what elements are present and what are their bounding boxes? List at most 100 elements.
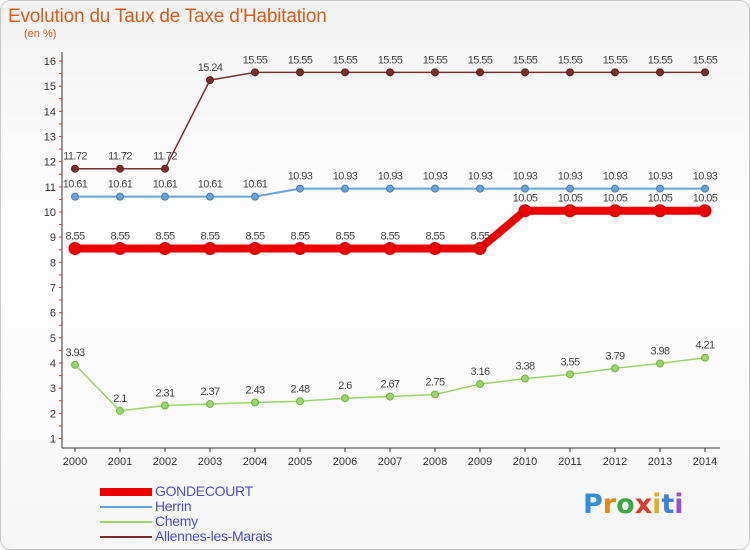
data-point-allennes-les-marais: [206, 76, 214, 85]
data-label-gondecourt: 8.55: [155, 230, 174, 242]
logo-letter: i: [652, 489, 662, 520]
data-label-gondecourt: 8.55: [245, 230, 264, 242]
y-tick-label: 7: [50, 283, 56, 295]
data-point-allennes-les-marais: [611, 68, 619, 77]
data-label-allennes-les-marais: 15.55: [513, 54, 538, 66]
data-point-gondecourt: [248, 241, 262, 255]
data-point-allennes-les-marais: [161, 164, 169, 173]
x-tick-label: 2002: [153, 456, 177, 468]
y-tick-label: 15: [44, 81, 56, 93]
data-label-herrin: 10.61: [198, 179, 223, 191]
data-point-allennes-les-marais: [116, 164, 124, 173]
y-tick-label: 5: [50, 333, 56, 345]
logo-letter: r: [602, 489, 617, 520]
data-label-chemy: 3.38: [515, 361, 534, 373]
data-label-gondecourt: 10.05: [693, 193, 718, 205]
data-label-chemy: 2.75: [425, 376, 444, 388]
x-tick-label: 2013: [648, 456, 672, 468]
data-point-chemy: [161, 401, 169, 410]
data-label-herrin: 10.93: [558, 171, 583, 183]
data-point-herrin: [386, 184, 394, 193]
data-point-chemy: [476, 380, 484, 389]
data-label-allennes-les-marais: 15.24: [198, 62, 223, 74]
logo-letter: P: [583, 489, 603, 520]
logo-letter: o: [616, 489, 635, 520]
data-label-herrin: 10.93: [378, 171, 403, 183]
data-point-herrin: [701, 184, 709, 193]
data-label-herrin: 10.93: [288, 171, 313, 183]
y-tick-label: 9: [50, 232, 56, 244]
data-point-gondecourt: [563, 204, 577, 218]
x-tick-label: 2008: [423, 456, 447, 468]
data-point-allennes-les-marais: [656, 68, 664, 77]
data-label-allennes-les-marais: 15.55: [333, 54, 358, 66]
data-point-gondecourt: [203, 241, 217, 255]
data-label-gondecourt: 8.55: [200, 230, 219, 242]
data-label-herrin: 10.61: [153, 179, 178, 191]
data-point-gondecourt: [158, 241, 172, 255]
legend-label-herrin: Herrin: [155, 498, 192, 514]
data-point-gondecourt: [518, 204, 532, 218]
x-tick-label: 2010: [513, 456, 537, 468]
data-point-herrin: [161, 192, 169, 201]
data-point-allennes-les-marais: [431, 68, 439, 77]
data-label-allennes-les-marais: 15.55: [468, 54, 493, 66]
data-point-allennes-les-marais: [386, 68, 394, 77]
chart-title: Evolution du Taux de Taxe d'Habitation: [8, 6, 327, 27]
data-label-gondecourt: 10.05: [513, 193, 538, 205]
data-label-allennes-les-marais: 15.55: [243, 54, 268, 66]
y-tick-label: 8: [50, 257, 56, 269]
data-point-allennes-les-marais: [701, 68, 709, 77]
data-point-chemy: [701, 353, 709, 362]
data-point-chemy: [296, 397, 304, 406]
data-label-chemy: 2.37: [200, 386, 219, 398]
data-point-herrin: [566, 184, 574, 193]
data-point-chemy: [656, 359, 664, 368]
data-label-herrin: 10.93: [648, 171, 673, 183]
data-point-chemy: [206, 400, 214, 409]
data-label-gondecourt: 10.05: [648, 193, 673, 205]
data-label-allennes-les-marais: 15.55: [423, 54, 448, 66]
data-point-herrin: [251, 192, 259, 201]
data-label-allennes-les-marais: 15.55: [558, 54, 583, 66]
data-point-herrin: [476, 184, 484, 193]
data-point-gondecourt: [113, 241, 127, 255]
data-point-herrin: [431, 184, 439, 193]
y-tick-label: 12: [44, 157, 56, 169]
data-label-herrin: 10.93: [333, 171, 358, 183]
data-label-herrin: 10.93: [513, 171, 538, 183]
data-point-allennes-les-marais: [566, 68, 574, 77]
data-point-gondecourt: [293, 241, 307, 255]
logo-letter: i: [674, 489, 684, 520]
data-point-chemy: [386, 392, 394, 401]
data-label-chemy: 3.98: [650, 346, 669, 358]
data-point-gondecourt: [68, 241, 82, 255]
y-tick-label: 4: [50, 358, 56, 370]
data-label-herrin: 10.61: [108, 179, 133, 191]
x-tick-label: 2000: [63, 456, 87, 468]
x-tick-label: 2012: [603, 456, 627, 468]
data-point-herrin: [206, 192, 214, 201]
data-point-chemy: [566, 370, 574, 379]
data-point-chemy: [341, 394, 349, 403]
data-point-chemy: [431, 390, 439, 399]
data-point-chemy: [521, 374, 529, 383]
x-tick-label: 2001: [108, 456, 132, 468]
data-label-allennes-les-marais: 11.72: [153, 151, 177, 163]
data-point-allennes-les-marais: [521, 68, 529, 77]
data-point-chemy: [611, 364, 619, 373]
y-tick-label: 10: [44, 207, 56, 219]
data-label-herrin: 10.93: [423, 171, 448, 183]
legend-label-gondecourt: GONDECOURT: [155, 483, 253, 499]
x-tick-label: 2006: [333, 456, 357, 468]
chart-legend: GONDECOURT Herrin Chemy Allennes-les-Marais: [100, 484, 420, 544]
y-tick-label: 2: [50, 408, 56, 420]
data-label-chemy: 2.1: [113, 393, 127, 405]
legend-label-allennes-les-marais: Allennes-les-Marais: [155, 528, 273, 544]
data-point-herrin: [71, 192, 79, 201]
data-label-chemy: 3.55: [560, 356, 579, 368]
x-tick-label: 2007: [378, 456, 402, 468]
data-label-herrin: 10.93: [693, 171, 718, 183]
data-point-herrin: [341, 184, 349, 193]
